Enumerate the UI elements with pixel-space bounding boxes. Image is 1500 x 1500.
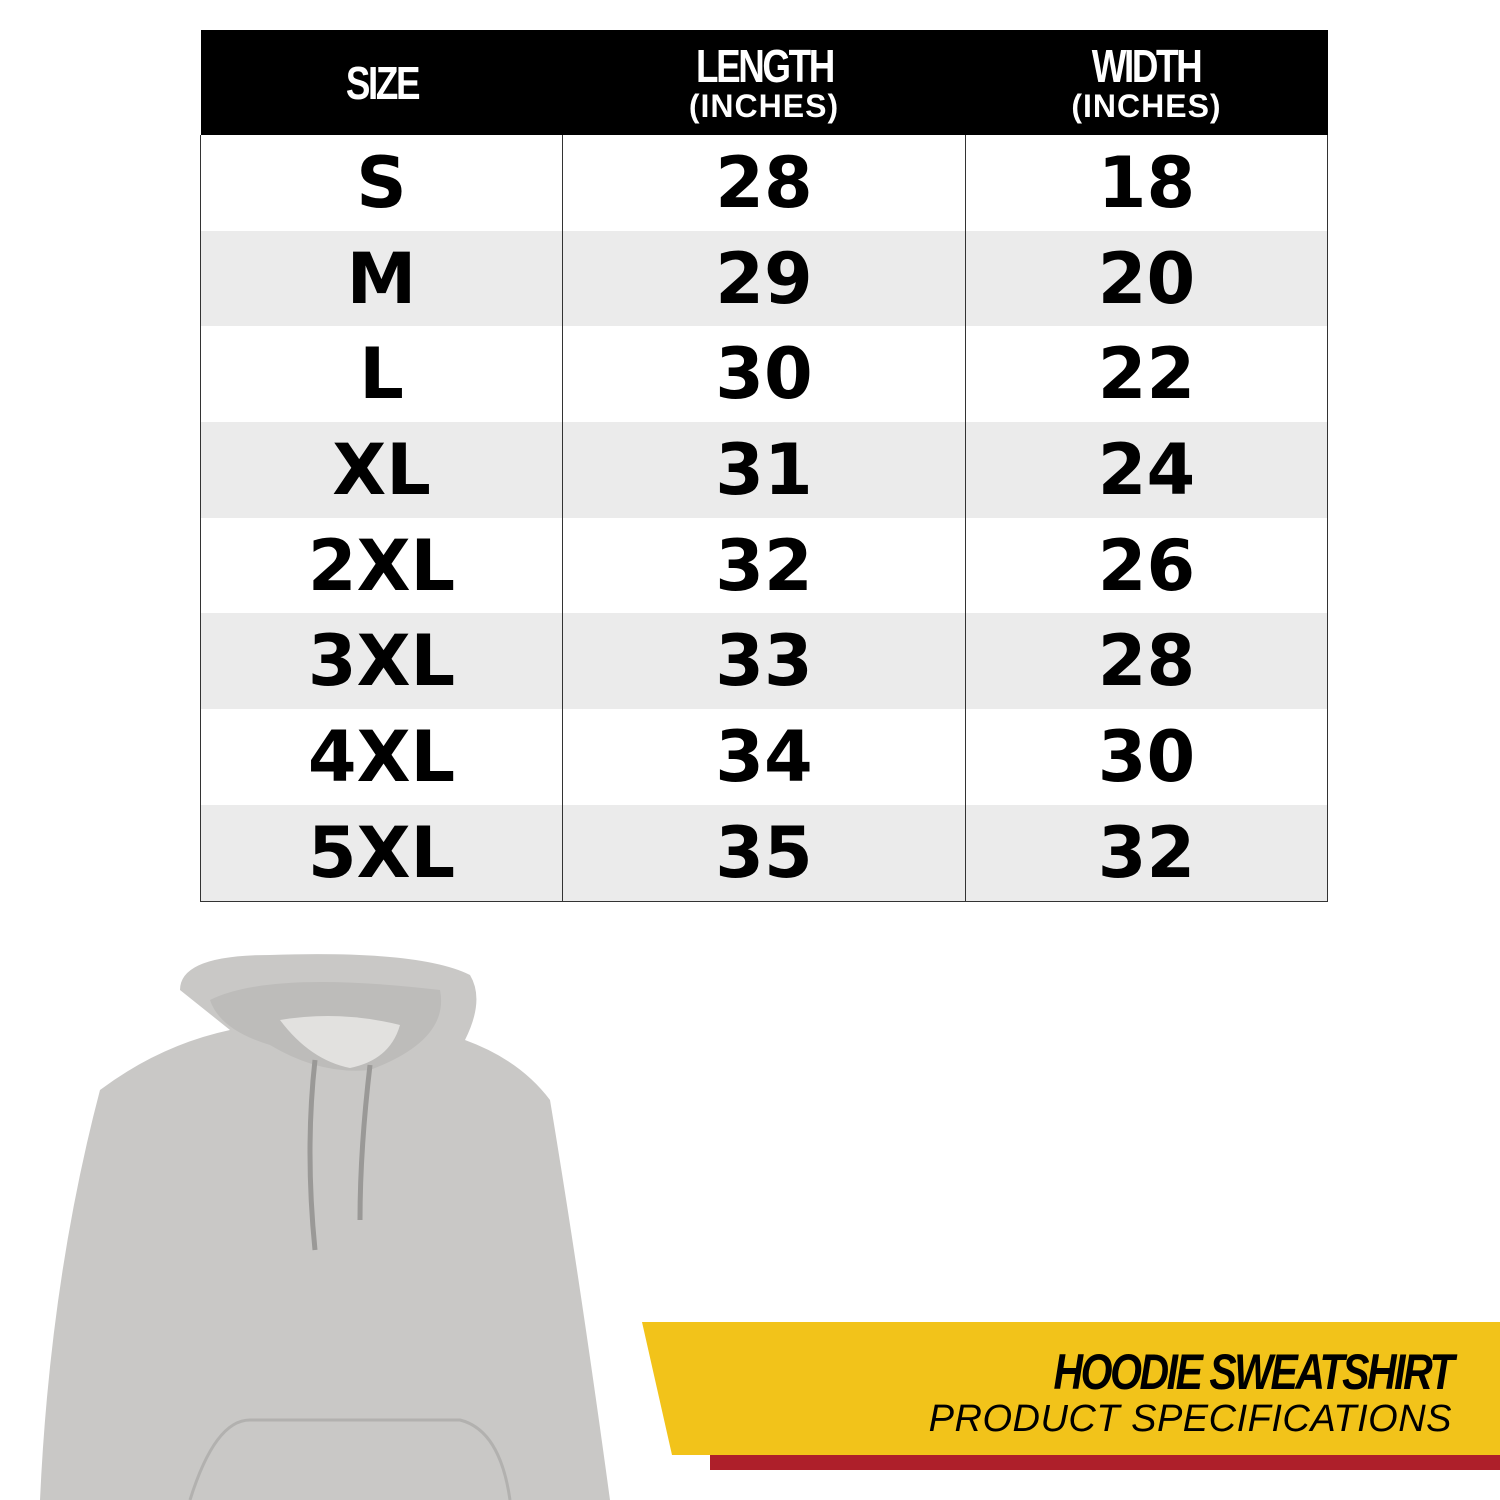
cell-width: 26: [964, 517, 1329, 614]
cell-width: 22: [964, 326, 1329, 423]
cell-size: S: [199, 135, 564, 231]
header-length: LENGTH (INCHES): [562, 30, 966, 135]
banner-subtitle: PRODUCT SPECIFICATIONS: [928, 1398, 1452, 1440]
cell-length: 30: [562, 326, 966, 423]
cell-length: 35: [562, 804, 966, 902]
cell-length: 32: [562, 517, 966, 614]
cell-length: 29: [562, 230, 966, 327]
table-row: 2XL 32 26: [199, 517, 1329, 614]
table-row: L 30 22: [199, 326, 1329, 423]
cell-size: 5XL: [199, 804, 564, 902]
cell-length: 33: [562, 613, 966, 710]
header-unit: (INCHES): [688, 87, 840, 124]
cell-length: 31: [562, 422, 966, 518]
header-unit: (INCHES): [1071, 87, 1222, 124]
gray-hoodie-image: [40, 954, 610, 1500]
cell-width: 30: [964, 709, 1329, 805]
table-header-row: SIZE LENGTH (INCHES) WIDTH (INCHES): [200, 30, 1328, 135]
table-row: XL 31 24: [199, 422, 1329, 518]
cell-width: 18: [964, 135, 1329, 231]
size-chart-table: SIZE LENGTH (INCHES) WIDTH (INCHES) S 28 18 M…: [199, 30, 1329, 902]
cell-size: 2XL: [199, 517, 564, 614]
cell-size: L: [199, 326, 564, 423]
cell-size: 4XL: [199, 709, 564, 805]
banner-red-stripe: [710, 1455, 1500, 1470]
header-label: WIDTH: [1092, 39, 1203, 92]
table-row: S 28 18: [199, 135, 1329, 231]
cell-size: M: [199, 230, 564, 327]
cell-width: 28: [964, 613, 1329, 710]
table-row: M 29 20: [199, 230, 1329, 327]
table-row: 5XL 35 32: [199, 804, 1329, 902]
header-label: LENGTH: [695, 39, 835, 92]
cell-size: 3XL: [199, 613, 564, 710]
cell-width: 24: [964, 422, 1329, 518]
cell-length: 28: [562, 135, 966, 231]
table-row: 3XL 33 28: [199, 613, 1329, 710]
cell-width: 32: [964, 804, 1329, 902]
cell-width: 20: [964, 230, 1329, 327]
cell-length: 34: [562, 709, 966, 805]
header-size: SIZE: [200, 30, 563, 135]
cell-size: XL: [199, 422, 564, 518]
banner-title: HOODIE SWEATSHIRT: [1053, 1344, 1454, 1400]
table-row: 4XL 34 30: [199, 709, 1329, 805]
header-width: WIDTH (INCHES): [965, 30, 1328, 135]
header-label: SIZE: [345, 56, 420, 109]
